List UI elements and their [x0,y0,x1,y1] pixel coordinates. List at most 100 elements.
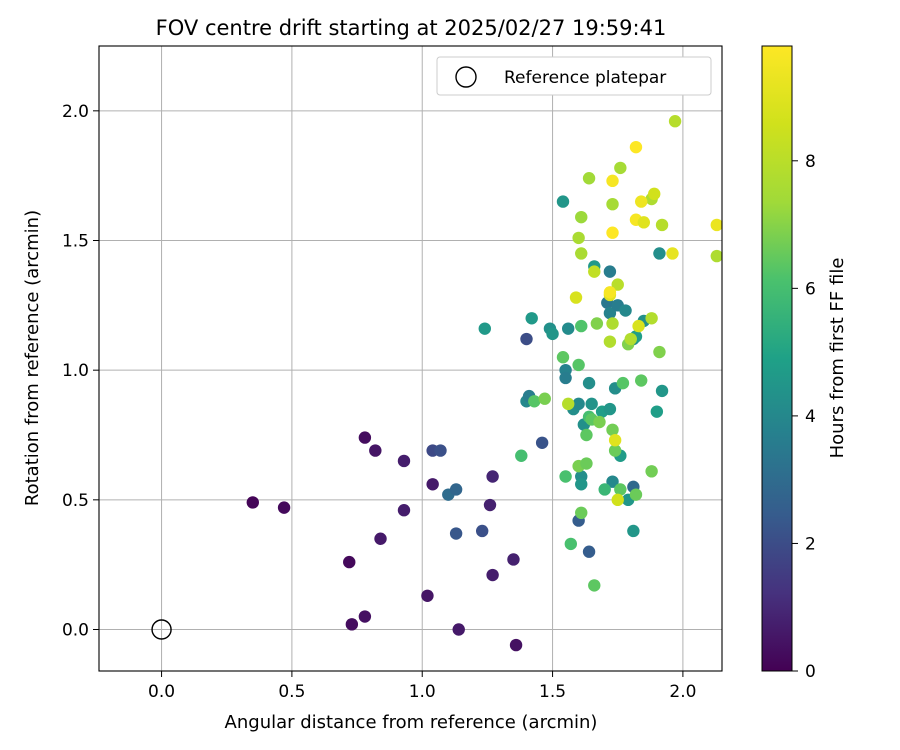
data-point [629,488,643,501]
data-point [624,332,637,346]
legend: Reference platepar [436,56,712,96]
colorbar-tick-label: 6 [805,279,816,299]
data-point [452,623,465,636]
reference-point-marker [151,619,172,640]
data-point [507,553,520,566]
data-point [397,454,411,468]
data-point [606,475,619,488]
data-point [608,433,622,447]
data-point [634,195,648,208]
y-axis-ticks: 0.0 0.5 1.0 1.5 2.0 [62,102,99,641]
y-tick-label: 0.5 [62,491,89,511]
data-point [572,397,585,411]
data-point [655,384,669,398]
data-point [603,286,617,299]
y-tick-label: 1.0 [62,361,89,381]
data-point [580,457,593,470]
data-point [397,504,411,517]
data-point [645,312,658,325]
data-point [421,589,434,602]
data-point [535,436,549,449]
data-point [710,218,722,232]
data-point [559,470,572,483]
data-point [572,231,585,245]
data-point [582,172,596,185]
data-point [434,444,447,457]
data-point [650,405,664,418]
plot-frame [98,45,723,672]
data-point [606,226,619,239]
data-point [655,218,669,232]
data-point [486,470,499,483]
data-point [449,527,463,540]
data-point [358,610,372,623]
data-point [564,537,578,551]
data-point [611,278,624,291]
data-point [710,249,722,263]
data-point [562,322,575,335]
data-point [374,532,387,545]
data-point [449,483,463,496]
data-point [426,478,439,491]
colorbar-ticks: 0 2 4 6 8 [792,152,816,682]
data-point [575,478,588,491]
legend-box [436,56,712,96]
colorbar-label: Hours from first FF file [827,258,848,459]
y-tick-label: 0.0 [62,621,89,641]
data-point [358,431,372,444]
data-point [575,210,588,224]
data-point [478,322,491,335]
data-point [603,335,617,348]
data-point [525,312,538,325]
data-point [593,415,606,429]
data-point [632,319,645,333]
colorbar-tick-label: 8 [805,152,816,172]
data-point [606,423,619,437]
data-point [629,140,643,154]
data-point [585,397,598,411]
data-point [562,397,575,411]
data-point [611,493,624,507]
x-tick-label: 0.5 [278,682,305,702]
data-point [556,351,570,364]
x-axis-label: Angular distance from reference (arcmin) [225,712,598,733]
data-point [575,506,588,520]
data-point [648,187,661,201]
data-point [483,498,497,512]
chart-title: FOV centre drift starting at 2025/02/27 … [156,16,667,40]
data-point [246,496,259,509]
data-point [608,444,622,457]
data-point [637,216,650,229]
data-points [246,115,722,652]
data-point [588,265,601,278]
data-point [572,358,585,372]
data-point [653,247,666,260]
x-axis-ticks: 0.0 0.5 1.0 1.5 2.0 [148,671,696,702]
data-point [277,501,291,514]
data-point [546,327,559,341]
data-point [575,247,588,260]
data-point [556,195,570,208]
grid-lines [99,46,722,671]
data-point [606,317,619,330]
data-point [598,483,611,496]
data-point [343,555,356,569]
data-point [614,161,627,175]
data-point [580,428,593,442]
data-point [616,376,630,390]
data-point [614,483,627,496]
y-tick-label: 2.0 [62,102,89,122]
y-tick-label: 1.5 [62,232,89,252]
data-point [590,317,604,330]
data-point [582,545,596,558]
x-tick-label: 1.5 [539,682,566,702]
legend-label: Reference platepar [504,68,666,88]
data-point [538,392,551,405]
colorbar-tick-label: 4 [805,407,816,427]
data-point [345,618,359,631]
data-point [666,247,679,260]
x-tick-label: 1.0 [409,682,436,702]
colorbar-tick-label: 0 [805,662,816,682]
data-point [606,197,619,211]
